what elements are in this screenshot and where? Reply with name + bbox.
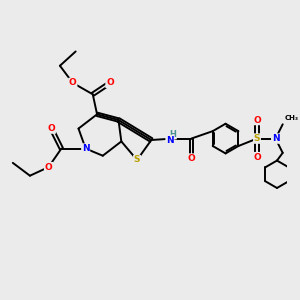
Text: S: S [134,155,140,164]
Text: S: S [254,134,260,143]
Text: O: O [69,78,77,87]
Text: H: H [169,130,176,139]
Text: N: N [82,144,89,153]
Text: O: O [188,154,195,163]
Text: O: O [45,163,52,172]
Text: O: O [106,78,114,87]
Text: N: N [166,136,174,145]
Text: O: O [47,124,55,133]
Text: N: N [272,134,279,143]
Text: CH₃: CH₃ [285,115,299,121]
Text: O: O [253,153,261,162]
Text: O: O [253,116,261,124]
